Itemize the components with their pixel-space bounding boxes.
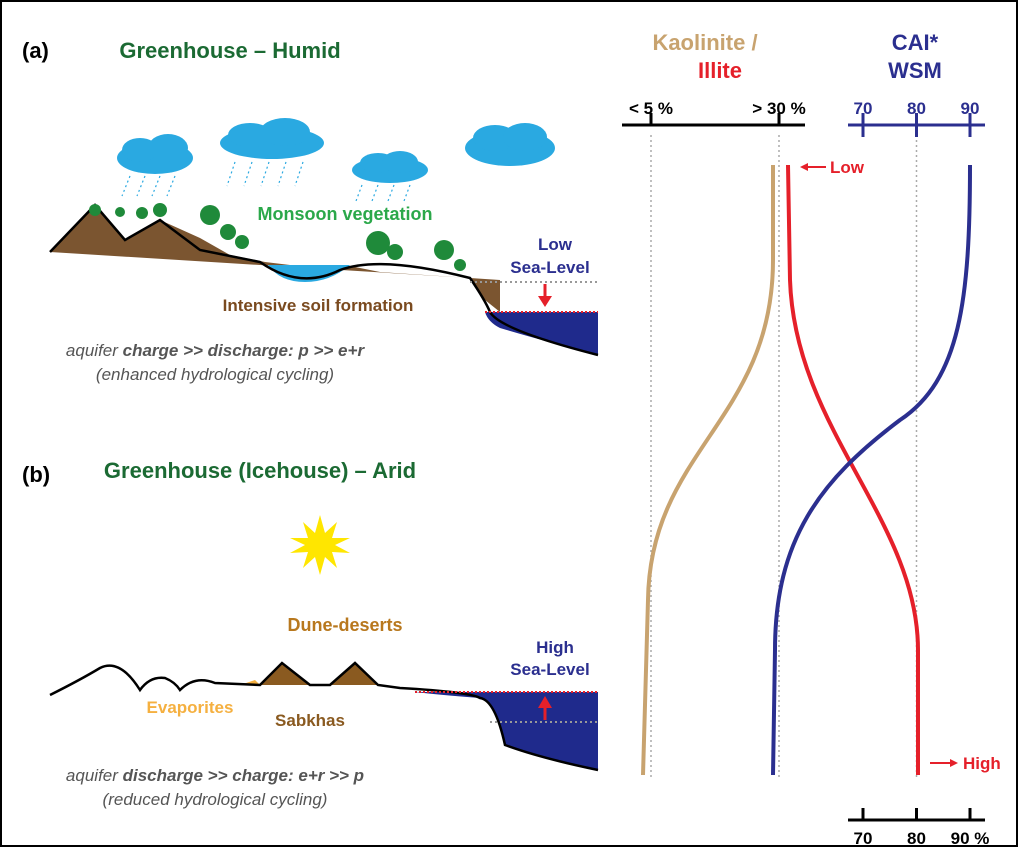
caption-line: aquifer charge >> discharge: p >> e+r xyxy=(66,341,366,360)
sea-level-label: Low xyxy=(538,235,573,254)
annotation: Evaporites xyxy=(147,698,234,717)
sea-level-label: Sea-Level xyxy=(510,660,589,679)
page: {"panels": [ {"label": "(a)", "title": "… xyxy=(0,0,1018,847)
tick-label: > 30 % xyxy=(752,99,805,118)
proxy-title: WSM xyxy=(888,58,942,83)
annotation: Dune-deserts xyxy=(287,615,402,635)
tick-label: < 5 % xyxy=(629,99,673,118)
proxy-title: Kaolinite / xyxy=(652,30,757,55)
caption-segment: (enhanced hydrological cycling) xyxy=(96,365,334,384)
caption-line: (reduced hydrological cycling) xyxy=(103,790,328,809)
trend-label: Low xyxy=(830,158,865,177)
annotation: Sabkhas xyxy=(275,711,345,730)
sea-level-label: Sea-Level xyxy=(510,258,589,277)
annotation: Intensive soil formation xyxy=(223,296,414,315)
panel-label: (b) xyxy=(22,462,50,487)
tick-label: 70 xyxy=(854,829,873,847)
panel-label: (a) xyxy=(22,38,49,63)
annotation: Monsoon vegetation xyxy=(258,204,433,224)
panel-title: Greenhouse – Humid xyxy=(119,38,340,63)
sea-level-label: High xyxy=(536,638,574,657)
tick-label: 90 xyxy=(961,99,980,118)
caption-line: aquifer discharge >> charge: e+r >> p xyxy=(66,766,364,785)
panel-title: Greenhouse (Icehouse) – Arid xyxy=(104,458,416,483)
caption-line: (enhanced hydrological cycling) xyxy=(96,365,334,384)
caption-segment: aquifer xyxy=(66,341,123,360)
tick-label: 80 xyxy=(907,829,926,847)
caption-segment: aquifer xyxy=(66,766,123,785)
caption-segment: (reduced hydrological cycling) xyxy=(103,790,328,809)
caption-segment: charge >> discharge: p >> e+r xyxy=(123,341,366,360)
caption-segment: discharge >> charge: e+r >> p xyxy=(123,766,364,785)
trend-label: High xyxy=(963,754,1001,773)
proxy-title: Illite xyxy=(698,58,742,83)
tick-label: 70 xyxy=(854,99,873,118)
tick-label: 80 xyxy=(907,99,926,118)
tick-label: 90 % xyxy=(951,829,990,847)
proxy-title: CAI* xyxy=(892,30,939,55)
figure: (a) Greenhouse – Humid Monsoon vegetatio… xyxy=(0,0,1018,847)
